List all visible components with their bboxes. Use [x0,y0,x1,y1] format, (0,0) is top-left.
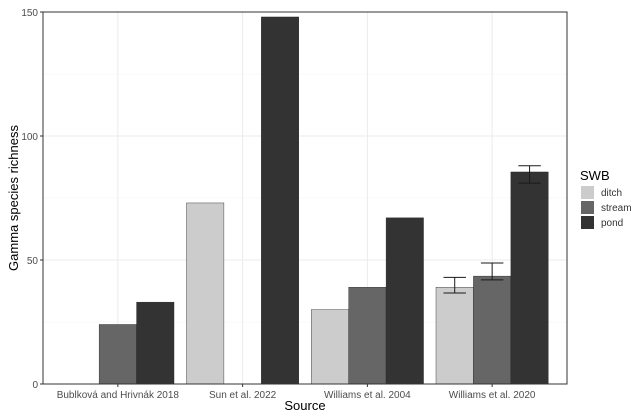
x-axis: Bublková and Hrivnák 2018 Sun et al. 2022… [57,384,536,401]
bar-pond [385,217,424,385]
bar-ditch [435,287,474,385]
plot-panel-border [42,11,568,385]
legend-key-pond [581,216,594,229]
legend-label-ditch: ditch [601,188,622,199]
x-tick-label: Williams et al. 2020 [449,390,536,401]
y-tick-label: 0 [32,380,38,391]
y-axis-label: Gamma species richness [6,125,21,271]
bar-stream [348,287,387,385]
bar-stream [473,275,512,385]
bar-pond [136,301,175,385]
y-tick-label: 150 [21,8,38,19]
x-tick-label: Bublková and Hrivnák 2018 [57,390,180,401]
bar-ditch [186,202,225,385]
y-tick-label: 50 [27,256,39,267]
bar-pond [261,16,299,385]
x-tick-label: Williams et al. 2004 [324,390,411,401]
bar-ditch [311,309,349,385]
error-bar [443,276,466,294]
x-tick-label: Sun et al. 2022 [209,390,277,401]
bar-pond [510,171,549,385]
y-tick-label: 100 [21,132,38,143]
legend-label-stream: stream [601,203,632,214]
legend-label-pond: pond [601,218,623,229]
bars [98,16,549,385]
y-axis: 0 50 100 150 [21,8,43,391]
legend: SWB ditch stream pond [580,168,632,229]
x-axis-label: Source [284,398,325,413]
legend-key-ditch [581,186,594,199]
legend-key-stream [581,201,594,214]
legend-title: SWB [580,168,610,183]
bar-stream [98,324,137,385]
error-bar [480,262,504,281]
error-bar [518,165,541,184]
